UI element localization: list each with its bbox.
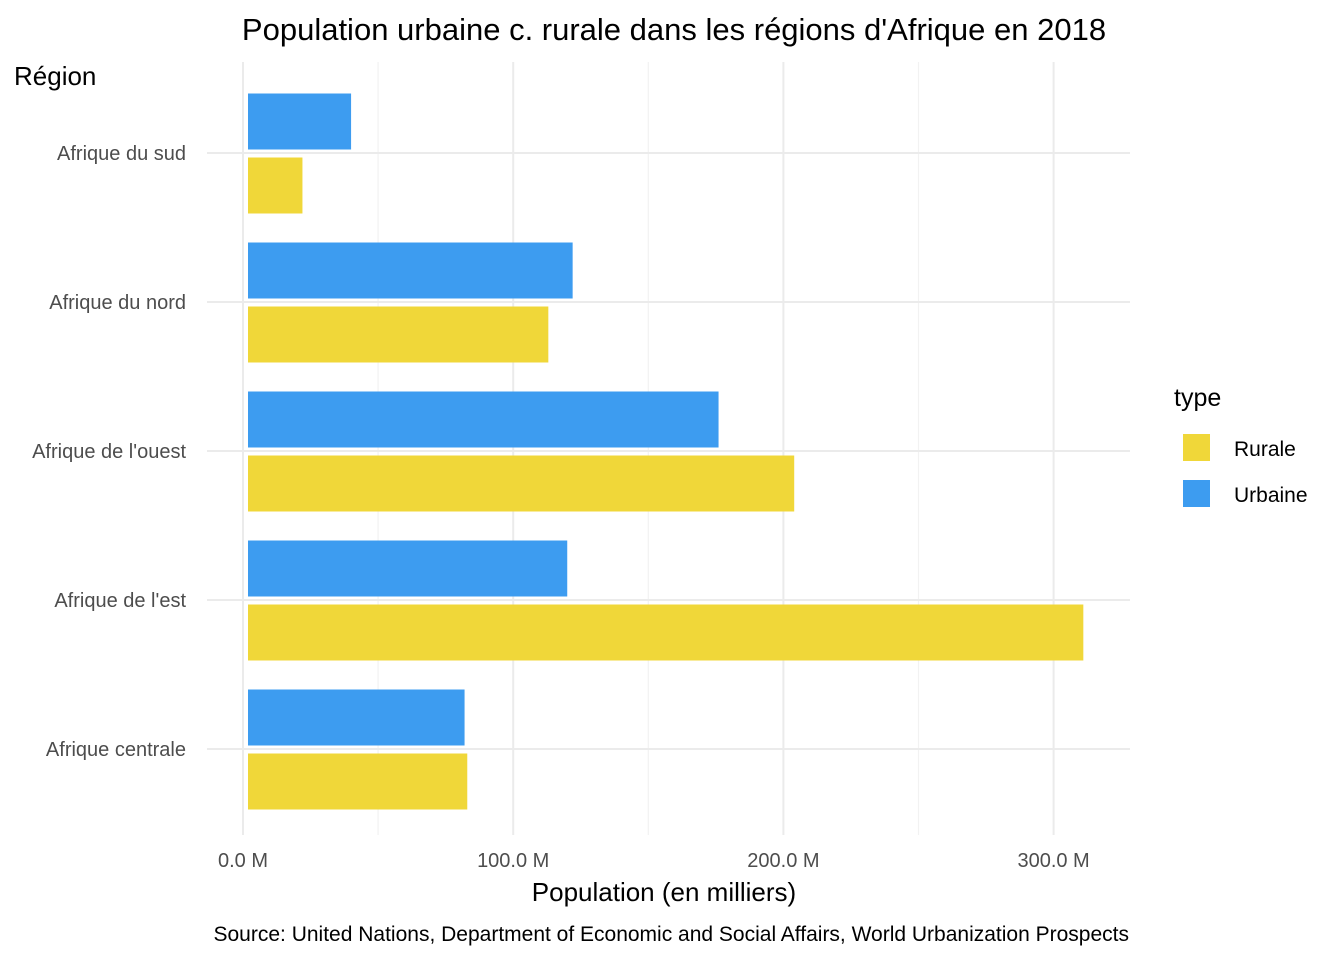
- bar-rurale-1: [248, 157, 303, 214]
- bar-urbaine-3: [248, 391, 719, 448]
- chart-title: Population urbaine c. rurale dans les ré…: [242, 12, 1106, 47]
- bar-urbaine-2: [248, 242, 573, 299]
- y-tick-label: Afrique du nord: [49, 292, 186, 314]
- y-tick-label: Afrique centrale: [46, 739, 186, 761]
- legend-swatch-urbaine: [1183, 480, 1210, 507]
- x-tick-label: 0.0 M: [218, 850, 268, 872]
- bar-rurale-3: [248, 455, 795, 512]
- y-tick-label: Afrique du sud: [57, 143, 186, 165]
- bar-urbaine-1: [248, 93, 352, 150]
- y-axis-title: Région: [14, 61, 96, 91]
- bar-rurale-5: [248, 753, 468, 810]
- bar-rurale-2: [248, 306, 549, 363]
- bar-urbaine-4: [248, 540, 568, 597]
- chart-caption: Source: United Nations, Department of Ec…: [214, 923, 1130, 946]
- legend-label-urbaine: Urbaine: [1234, 484, 1308, 507]
- legend-swatch-rurale: [1183, 434, 1210, 461]
- x-tick-label: 200.0 M: [747, 850, 819, 872]
- legend: type Rurale Urbaine: [1174, 384, 1308, 507]
- grid: [207, 62, 1130, 835]
- y-tick-label: Afrique de l'est: [54, 590, 186, 612]
- legend-title: type: [1174, 384, 1221, 412]
- y-tick-label: Afrique de l'ouest: [32, 441, 186, 463]
- x-tick-label: 100.0 M: [477, 850, 549, 872]
- x-axis-title: Population (en milliers): [532, 877, 796, 907]
- y-tick-labels: Afrique du sud Afrique du nord Afrique de …: [32, 143, 186, 761]
- x-tick-label: 300.0 M: [1017, 850, 1089, 872]
- legend-label-rurale: Rurale: [1234, 438, 1296, 461]
- bar-rurale-4: [248, 604, 1084, 661]
- bars: [248, 93, 1084, 810]
- x-tick-labels: 0.0 M 100.0 M 200.0 M 300.0 M: [218, 850, 1090, 872]
- bar-urbaine-5: [248, 689, 465, 746]
